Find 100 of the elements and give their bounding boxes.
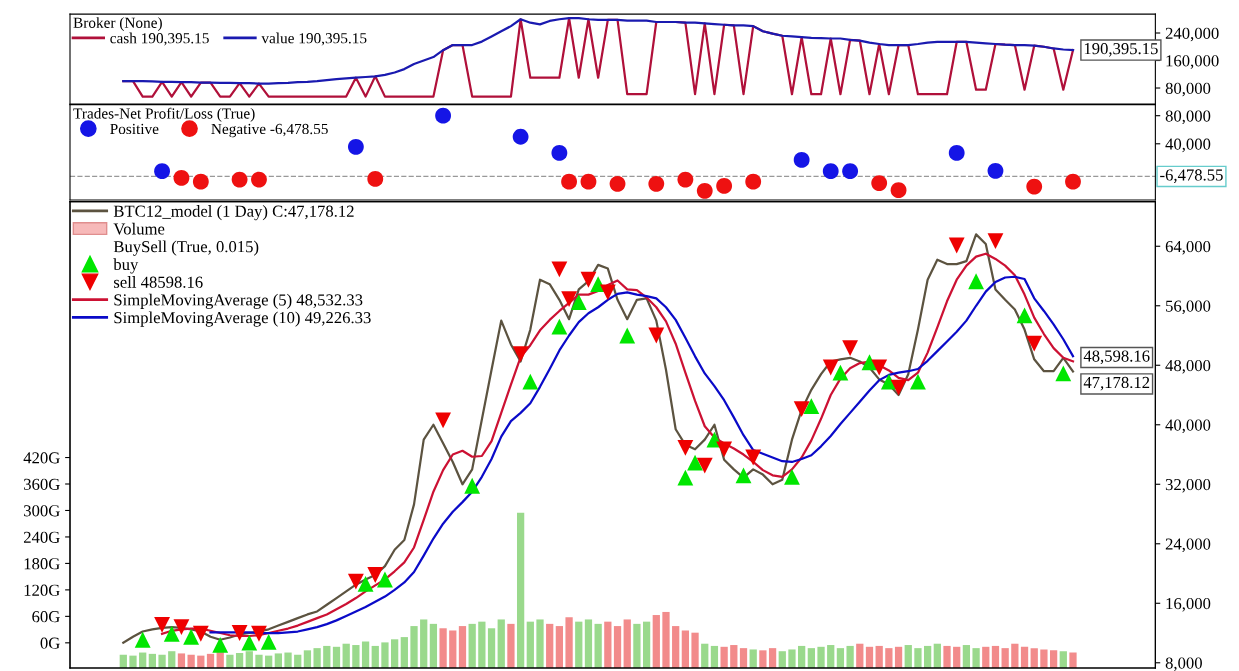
- point: [377, 571, 393, 588]
- point: [735, 467, 752, 484]
- y2-tick-label: 24,000: [1165, 538, 1211, 553]
- bar: [1049, 650, 1058, 668]
- bar: [468, 623, 476, 668]
- bar: [158, 654, 166, 668]
- bar: [827, 645, 835, 668]
- bar: [361, 641, 370, 668]
- bar: [555, 626, 564, 668]
- ref-line-label: -6,478.55: [1160, 169, 1223, 183]
- legend-label: Negative -6,478.55: [211, 123, 328, 138]
- point: [609, 175, 626, 192]
- bar: [177, 653, 186, 668]
- point: [890, 182, 907, 199]
- point: [968, 273, 985, 290]
- point: [1065, 173, 1081, 190]
- y-tick-label: 60G: [32, 611, 60, 623]
- bar: [846, 645, 854, 668]
- y-tick-label: 240,000: [1165, 27, 1219, 42]
- legend-label: buy: [113, 258, 139, 274]
- bar: [536, 619, 544, 668]
- point: [1016, 307, 1033, 324]
- point: [551, 261, 568, 278]
- bar: [924, 645, 932, 668]
- point: [163, 625, 180, 642]
- bar: [749, 649, 757, 668]
- bar: [672, 626, 680, 668]
- point: [948, 145, 965, 161]
- point: [822, 359, 839, 376]
- bar: [691, 632, 699, 668]
- point: [464, 477, 481, 494]
- bar: [943, 645, 951, 668]
- bar: [604, 621, 612, 668]
- point: [696, 182, 713, 199]
- point: [192, 625, 209, 642]
- point: [842, 340, 859, 357]
- point: [871, 359, 888, 376]
- bar: [565, 617, 573, 668]
- point: [580, 271, 597, 288]
- y-tick-label: 80,000: [1165, 82, 1211, 97]
- bar: [323, 645, 331, 668]
- point: [357, 576, 374, 592]
- bar: [807, 648, 815, 668]
- point: [260, 634, 277, 650]
- point: [134, 631, 151, 648]
- bar: [429, 623, 438, 668]
- bar: [546, 623, 554, 668]
- bar: [303, 650, 312, 668]
- bar: [1020, 646, 1029, 668]
- bar: [575, 621, 583, 668]
- point: [745, 173, 762, 190]
- point: [551, 318, 568, 335]
- point: [173, 619, 190, 635]
- bar: [875, 645, 883, 668]
- legend-label: sell 48598.16: [114, 276, 203, 288]
- text: 48,598.16: [1083, 350, 1150, 365]
- bar: [1001, 648, 1009, 668]
- bar: [371, 645, 379, 668]
- bar: [730, 645, 738, 668]
- bar: [245, 651, 253, 668]
- legend-label: Volume: [113, 222, 165, 235]
- point: [251, 171, 267, 188]
- y-tick-label: 120G: [24, 584, 60, 596]
- point: [948, 237, 965, 254]
- point: [648, 327, 665, 344]
- point: [677, 171, 694, 188]
- bar: [739, 648, 748, 668]
- bar: [129, 655, 137, 668]
- bar: [255, 654, 263, 668]
- point: [803, 398, 820, 415]
- bar: [1069, 652, 1077, 668]
- point: [793, 401, 810, 418]
- point: [435, 412, 452, 429]
- legend-label: value 190,395.15: [261, 32, 367, 46]
- point: [1026, 335, 1043, 352]
- point: [154, 163, 170, 180]
- bar: [594, 623, 602, 668]
- point: [183, 628, 200, 645]
- bar: [962, 645, 971, 668]
- point: [241, 634, 258, 651]
- bar: [458, 626, 467, 668]
- y-tick-label: 40,000: [1165, 138, 1211, 153]
- bar: [391, 639, 399, 668]
- point: [192, 173, 209, 190]
- point: [890, 379, 907, 396]
- y-tick-label: 0G: [40, 637, 60, 649]
- point: [687, 454, 703, 471]
- bar: [410, 626, 418, 668]
- point: [561, 173, 577, 190]
- bar: [788, 649, 796, 668]
- bar: [284, 652, 292, 668]
- point: [716, 178, 733, 194]
- bar: [342, 643, 350, 668]
- point: [512, 128, 529, 145]
- bar: [817, 646, 825, 668]
- bar: [904, 645, 912, 668]
- point: [347, 138, 364, 155]
- point: [910, 373, 926, 390]
- annotation: BuySell (True, 0.015): [113, 240, 259, 256]
- bar: [856, 643, 864, 668]
